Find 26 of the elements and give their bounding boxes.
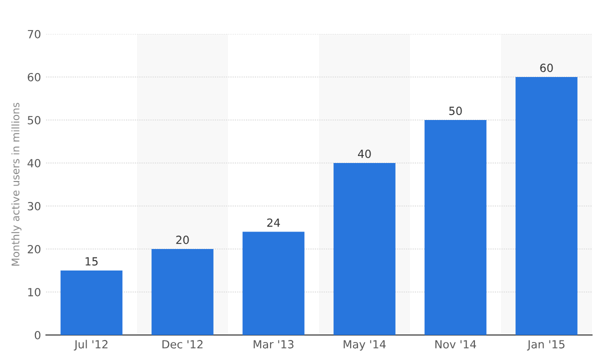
y-tick-label: 30 — [28, 202, 40, 210]
bar — [242, 232, 304, 335]
bar — [152, 249, 214, 335]
bar — [424, 120, 486, 335]
bar — [60, 270, 122, 335]
y-tick-label: 70 — [28, 30, 40, 38]
data-label: 60 — [540, 64, 553, 72]
data-label: 20 — [176, 236, 189, 244]
x-tick-label: Mar '13 — [254, 340, 294, 348]
y-tick-label: 50 — [28, 116, 40, 124]
x-tick-label: Dec '12 — [162, 340, 202, 348]
y-tick-label: 60 — [28, 72, 40, 82]
x-tick-label: May '14 — [344, 340, 386, 351]
y-tick-label: 40 — [28, 158, 40, 168]
data-label: 24 — [267, 218, 280, 227]
data-label: 15 — [86, 257, 98, 266]
x-tick-label: Jan '15 — [527, 340, 564, 351]
y-tick-label: 0 — [34, 330, 40, 340]
x-tick-label: Jul '12 — [74, 340, 108, 351]
data-label: 50 — [449, 106, 462, 116]
y-axis-title: Monthly active users in millions — [11, 102, 22, 266]
y-tick-label: 10 — [28, 288, 40, 296]
data-label: 40 — [358, 150, 371, 158]
bar — [334, 163, 396, 335]
y-tick-label: 20 — [28, 244, 40, 254]
x-tick-label: Nov '14 — [435, 340, 476, 348]
